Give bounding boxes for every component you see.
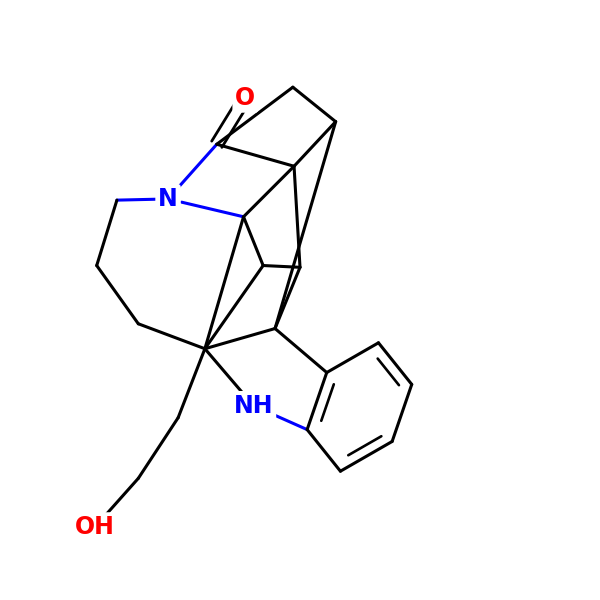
Text: O: O [235, 86, 256, 110]
Text: N: N [158, 187, 178, 211]
Text: OH: OH [75, 515, 115, 539]
Text: NH: NH [234, 394, 274, 418]
